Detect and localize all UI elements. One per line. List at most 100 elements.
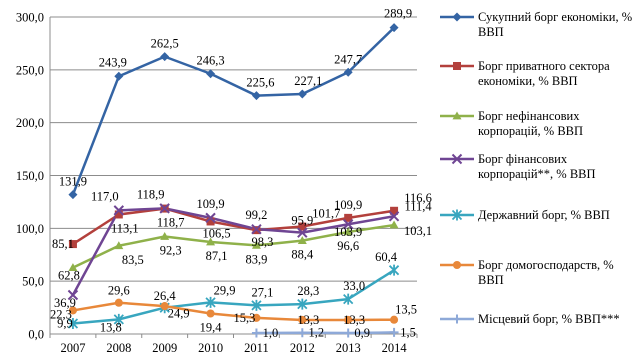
data-point xyxy=(206,237,216,246)
data-label: 246,3 xyxy=(197,54,225,68)
data-point xyxy=(388,211,400,222)
data-point xyxy=(297,298,308,310)
data-label: 27,1 xyxy=(252,285,274,299)
x-tick-label: 2012 xyxy=(290,341,315,355)
data-point xyxy=(297,236,307,244)
legend-swatch xyxy=(440,111,474,120)
data-label: 109,9 xyxy=(334,198,362,212)
data-point xyxy=(206,217,215,226)
x-tick-label: 2010 xyxy=(198,341,223,355)
data-label: 13,8 xyxy=(100,320,122,334)
y-tick-label: 200,0 xyxy=(16,116,44,130)
series-line xyxy=(72,207,395,246)
series-line xyxy=(71,207,395,296)
data-label: 117,0 xyxy=(91,189,119,203)
legend-marker xyxy=(452,111,462,120)
data-point xyxy=(114,71,124,81)
data-label: 24,9 xyxy=(168,307,190,321)
data-label: 1,5 xyxy=(400,325,416,339)
series-markers xyxy=(67,23,400,338)
x-tick-label: 2007 xyxy=(60,341,85,355)
legend-label: Борг фінансових корпорацій**, % ВВП xyxy=(478,152,596,181)
data-label: 92,3 xyxy=(160,243,182,257)
data-label: 103,9 xyxy=(334,225,362,239)
data-point xyxy=(344,213,353,222)
data-label: 1,0 xyxy=(263,326,279,340)
data-label: 118,7 xyxy=(157,216,185,230)
data-point xyxy=(297,227,308,238)
x-axis: 2007 2008 2009 2010 2011 2012 2013 2014 xyxy=(49,17,418,355)
series-lines xyxy=(71,26,395,335)
data-point xyxy=(388,264,400,276)
data-point xyxy=(160,52,170,62)
y-axis-tick-labels: 0,0 50,0 100,0 150,0 200,0 250,0 300,0 xyxy=(16,11,44,342)
data-label: 28,3 xyxy=(297,284,319,298)
x-tick-label: 2014 xyxy=(382,341,408,355)
data-label: 289,9 xyxy=(384,7,412,21)
legend-swatch xyxy=(440,153,474,165)
data-point xyxy=(297,89,307,99)
data-point xyxy=(389,220,399,229)
data-point xyxy=(68,190,78,200)
legend-label: Борг нефінансових корпорацій, % ВВП xyxy=(478,109,584,138)
data-point xyxy=(68,263,78,272)
legend-marker xyxy=(453,62,461,70)
series-line xyxy=(72,301,395,322)
data-label: 101,7 xyxy=(312,207,340,221)
data-point xyxy=(251,240,261,249)
data-label: 83,9 xyxy=(246,252,268,266)
y-tick-label: 150,0 xyxy=(16,169,44,183)
legend-swatch xyxy=(440,62,474,70)
data-point xyxy=(342,219,354,230)
data-point xyxy=(251,328,261,338)
data-point xyxy=(389,327,399,337)
x-tick-label: 2008 xyxy=(106,341,131,355)
data-label: 1,2 xyxy=(309,326,325,340)
legend-label: Місцевий борг, % ВВП*** xyxy=(478,312,620,326)
data-label: 29,9 xyxy=(214,283,236,297)
data-label: 60,4 xyxy=(375,250,398,264)
data-point xyxy=(67,289,79,301)
data-label: 113,1 xyxy=(111,221,139,235)
x-tick-label: 2011 xyxy=(244,341,269,355)
data-labels: 131,9 243,9 262,5 246,3 225,6 227,1 247,7 289,9… xyxy=(50,7,432,340)
data-label: 83,5 xyxy=(122,253,144,267)
legend-swatch xyxy=(440,209,474,221)
data-point xyxy=(389,23,399,33)
data-label: 106,5 xyxy=(203,226,231,240)
data-label: 15,3 xyxy=(234,311,256,325)
data-label: 225,6 xyxy=(246,76,274,90)
data-label: 0,9 xyxy=(354,326,370,340)
legend-marker xyxy=(452,12,462,22)
data-point xyxy=(251,91,261,101)
data-point xyxy=(251,223,262,235)
legend-marker xyxy=(452,260,462,270)
data-point xyxy=(68,306,77,315)
data-label: 99,2 xyxy=(246,208,268,222)
x-tick-label: 2009 xyxy=(152,341,177,355)
data-label: 247,7 xyxy=(334,52,362,66)
y-tick-label: 300,0 xyxy=(16,11,44,25)
data-point xyxy=(297,328,307,338)
data-point xyxy=(67,318,79,330)
data-label: 98,3 xyxy=(252,235,274,249)
legend-label: Борг приватного сектора економіки, % ВВП xyxy=(478,59,610,88)
y-tick-label: 0,0 xyxy=(28,328,44,342)
data-label: 96,6 xyxy=(337,239,359,253)
data-point xyxy=(114,241,124,250)
data-point xyxy=(252,313,261,322)
data-label: 22,3 xyxy=(50,307,72,321)
legend-label: Державний борг, % ВВП xyxy=(478,208,610,222)
data-label: 62,8 xyxy=(58,269,80,283)
data-label: 109,9 xyxy=(197,197,225,211)
data-label: 36,9 xyxy=(54,296,76,310)
data-point xyxy=(68,240,77,249)
series-line xyxy=(71,26,395,196)
data-point xyxy=(343,67,353,77)
legend-label: Борг домогосподарств, % ВВП xyxy=(478,258,614,287)
data-label: 103,1 xyxy=(404,224,432,238)
data-point xyxy=(113,205,125,216)
series-line xyxy=(256,331,395,335)
data-label: 9,9 xyxy=(57,317,73,331)
